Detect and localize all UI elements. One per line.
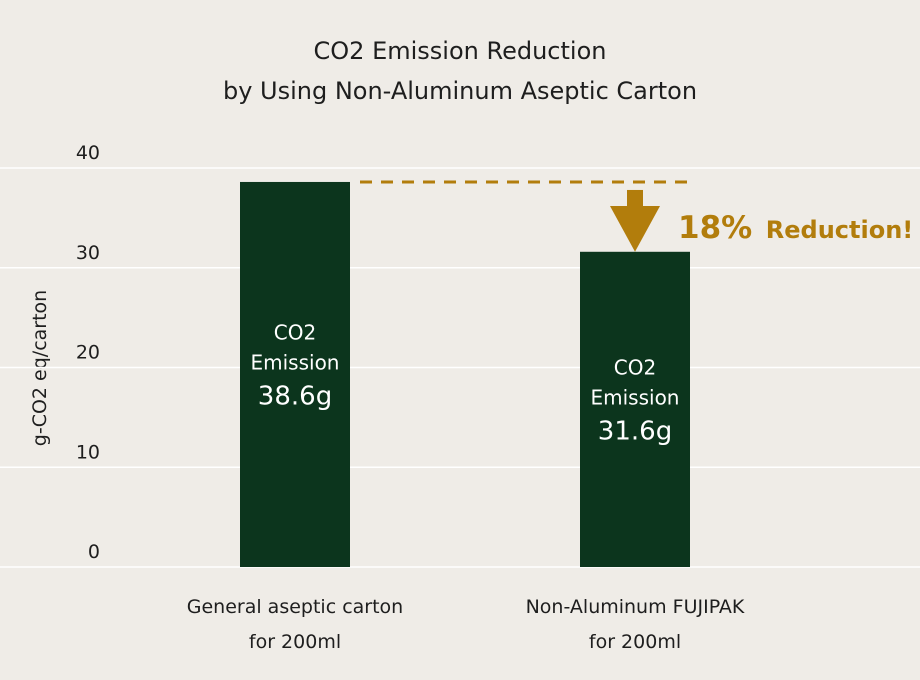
bar-label-line: 38.6g xyxy=(258,381,332,411)
reduction-arrow-icon xyxy=(610,189,660,252)
y-tick-label: 0 xyxy=(88,541,100,563)
y-tick-label: 10 xyxy=(76,441,100,463)
bar-label-line: Emission xyxy=(251,350,340,374)
bar xyxy=(240,181,350,567)
y-tick-label: 30 xyxy=(76,242,100,264)
x-category-label: for 200ml xyxy=(249,631,341,653)
gridlines xyxy=(0,167,920,568)
x-category-labels: General aseptic carton for 200ml Non-Alumi… xyxy=(187,596,745,653)
x-category-label: for 200ml xyxy=(589,631,681,653)
x-category-label: Non-Aluminum FUJIPAK xyxy=(526,596,745,618)
bar-label-line: CO2 xyxy=(274,320,316,344)
chart-title-line-1: CO2 Emission Reduction xyxy=(314,37,607,65)
bar xyxy=(580,251,690,568)
reduction-percent: 18% xyxy=(678,210,752,246)
y-tick-label: 40 xyxy=(76,142,100,164)
reduction-text: Reduction! xyxy=(766,216,913,244)
reduction-annotation: 18% Reduction! xyxy=(678,210,913,246)
y-tick-label: 20 xyxy=(76,342,100,364)
chart-title-line-2: by Using Non-Aluminum Aseptic Carton xyxy=(223,77,697,105)
bar-label-line: CO2 xyxy=(614,355,656,379)
y-tick-labels: 0 10 20 30 40 xyxy=(76,142,100,563)
bar-label-line: Emission xyxy=(591,385,680,409)
bar-value-labels: CO2 Emission 38.6g CO2 Emission 31.6g xyxy=(251,320,680,446)
bars xyxy=(240,181,690,568)
x-category-label: General aseptic carton xyxy=(187,596,403,618)
bar-label-line: 31.6g xyxy=(598,416,672,446)
